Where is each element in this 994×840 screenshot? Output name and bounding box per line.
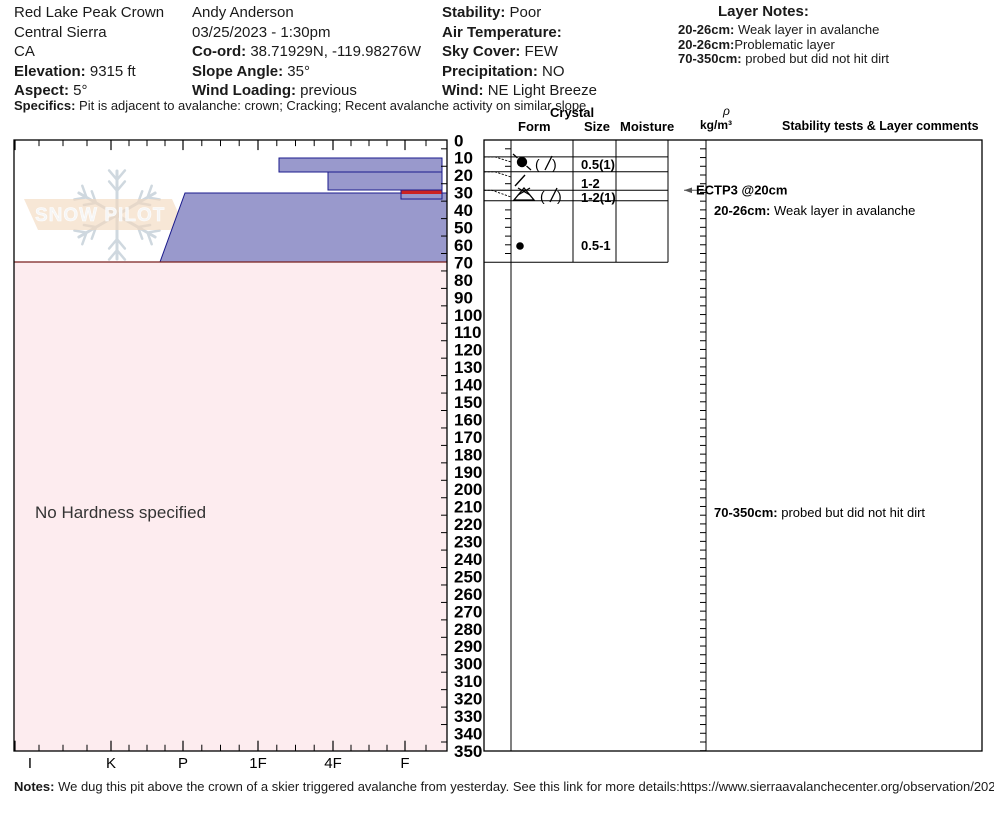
svg-text:(: ( <box>535 156 540 172</box>
svg-text:350: 350 <box>454 742 482 761</box>
svg-text:340: 340 <box>454 725 482 744</box>
svg-text:30: 30 <box>454 184 473 203</box>
svg-text:270: 270 <box>454 602 482 621</box>
svg-text:60: 60 <box>454 236 473 255</box>
svg-text:260: 260 <box>454 585 482 604</box>
svg-text:250: 250 <box>454 568 482 587</box>
svg-text:1-2: 1-2 <box>581 176 600 191</box>
svg-text:110: 110 <box>454 323 481 342</box>
svg-text:330: 330 <box>454 707 482 726</box>
svg-text:200: 200 <box>454 480 482 499</box>
svg-text:K: K <box>106 755 116 772</box>
svg-text:180: 180 <box>454 445 482 464</box>
svg-text:10: 10 <box>454 149 473 168</box>
svg-text:280: 280 <box>454 620 482 639</box>
svg-text:1F: 1F <box>249 755 267 772</box>
svg-text:P: P <box>178 755 188 772</box>
svg-text:300: 300 <box>454 655 482 674</box>
svg-text:4F: 4F <box>324 755 342 772</box>
svg-text:F: F <box>400 755 409 772</box>
svg-text:100: 100 <box>454 306 482 325</box>
svg-text:0: 0 <box>454 131 463 150</box>
svg-text:I: I <box>28 755 32 772</box>
svg-text:210: 210 <box>454 498 482 517</box>
svg-text:320: 320 <box>454 690 482 709</box>
svg-text:ECTP3 @20cm: ECTP3 @20cm <box>696 183 787 198</box>
svg-text:(: ( <box>540 188 545 204</box>
svg-text:70: 70 <box>454 253 473 272</box>
svg-text:190: 190 <box>454 463 482 482</box>
svg-text:70-350cm: probed but did not h: 70-350cm: probed but did not hit dirt <box>714 505 925 520</box>
svg-text:1-2(1): 1-2(1) <box>581 190 616 205</box>
svg-text:No Hardness specified: No Hardness specified <box>35 503 206 522</box>
svg-text:50: 50 <box>454 219 473 238</box>
svg-text:20-26cm: Weak layer in avalanc: 20-26cm: Weak layer in avalanche <box>714 203 915 218</box>
svg-text:0.5(1): 0.5(1) <box>581 157 615 172</box>
svg-text:240: 240 <box>454 550 482 569</box>
svg-text:220: 220 <box>454 515 482 534</box>
svg-text:40: 40 <box>454 201 473 220</box>
svg-text:): ) <box>552 156 557 172</box>
svg-text:): ) <box>557 188 562 204</box>
svg-text:160: 160 <box>454 410 482 429</box>
svg-text:230: 230 <box>454 533 482 552</box>
svg-text:140: 140 <box>454 376 482 395</box>
svg-text:20: 20 <box>454 166 473 185</box>
svg-text:130: 130 <box>454 358 482 377</box>
svg-text:0.5-1: 0.5-1 <box>581 238 611 253</box>
svg-text:90: 90 <box>454 288 473 307</box>
svg-text:310: 310 <box>454 672 482 691</box>
svg-text:150: 150 <box>454 393 482 412</box>
svg-text:120: 120 <box>454 341 482 360</box>
svg-text:290: 290 <box>454 637 482 656</box>
svg-text:170: 170 <box>454 428 482 447</box>
svg-text:80: 80 <box>454 271 473 290</box>
svg-text:SNOW PILOT: SNOW PILOT <box>35 205 165 226</box>
